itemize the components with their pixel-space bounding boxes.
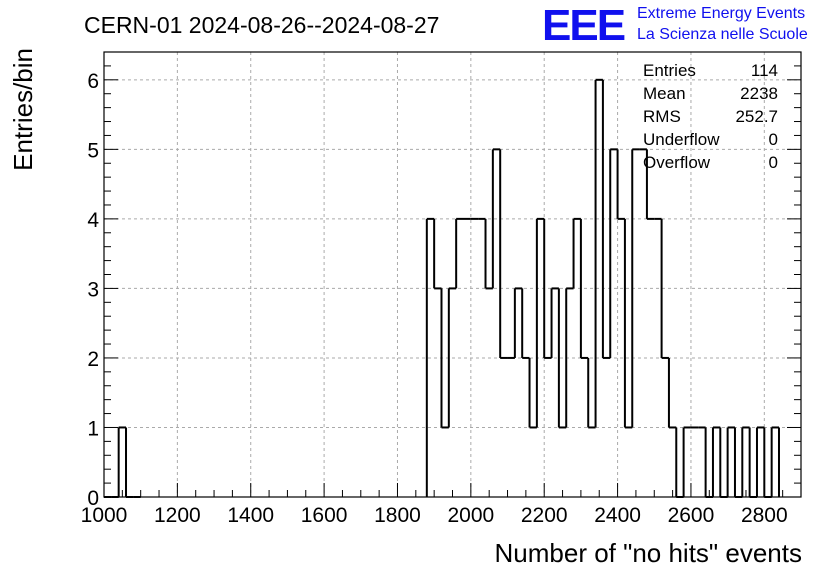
y-tick-label: 0 [87, 487, 99, 510]
stats-label: Mean [643, 84, 686, 103]
x-tick-label: 2400 [594, 504, 641, 527]
x-tick-label: 1200 [154, 504, 201, 527]
stats-label: Overflow [643, 153, 711, 172]
stats-box: Entries 114 Mean 2238 RMS 252.7 Underflow 0 Over… [643, 61, 778, 172]
stats-value: 252.7 [735, 107, 778, 126]
x-tick-label: 1400 [227, 504, 274, 527]
plot-frame [103, 51, 802, 498]
x-axis-label: Number of "no hits" events [495, 538, 803, 568]
stats-value: 0 [769, 153, 778, 172]
y-tick-label: 6 [87, 70, 99, 93]
y-tick-label: 5 [87, 139, 99, 162]
y-tick-label: 4 [87, 209, 99, 232]
stats-value: 114 [751, 61, 778, 80]
axis-ticks [103, 51, 802, 498]
stats-label: RMS [643, 107, 681, 126]
y-tick-label: 3 [87, 278, 99, 301]
grid-lines [104, 52, 801, 497]
x-tick-label: 1800 [374, 504, 421, 527]
chart-title: CERN-01 2024-08-26--2024-08-27 [84, 12, 439, 38]
eee-logo-line1: Extreme Energy Events [637, 5, 805, 22]
x-tick-label: 1000 [81, 504, 128, 527]
eee-logo-mark: EEE [542, 1, 625, 50]
stats-label: Underflow [643, 130, 720, 149]
stats-value: 0 [769, 130, 778, 149]
y-tick-label: 2 [87, 348, 99, 371]
y-tick-labels: 0 1 2 3 4 5 6 [87, 70, 99, 510]
y-tick-label: 1 [87, 417, 99, 440]
x-tick-label: 2200 [521, 504, 568, 527]
eee-logo-line2: La Scienza nelle Scuole [637, 26, 808, 43]
x-tick-label: 2800 [741, 504, 788, 527]
stats-label: Entries [643, 61, 696, 80]
stats-value: 2238 [740, 84, 778, 103]
x-tick-label: 2000 [447, 504, 494, 527]
x-tick-label: 2600 [668, 504, 715, 527]
eee-logo: EEE Extreme Energy Events La Scienza nel… [542, 1, 808, 50]
x-tick-label: 1600 [301, 504, 348, 527]
histogram-bins [104, 78, 780, 498]
y-axis-label: Entries/bin [8, 48, 38, 171]
x-tick-labels: 1000 1200 1400 1600 1800 2000 2200 2400 2600 2800 [81, 504, 788, 527]
